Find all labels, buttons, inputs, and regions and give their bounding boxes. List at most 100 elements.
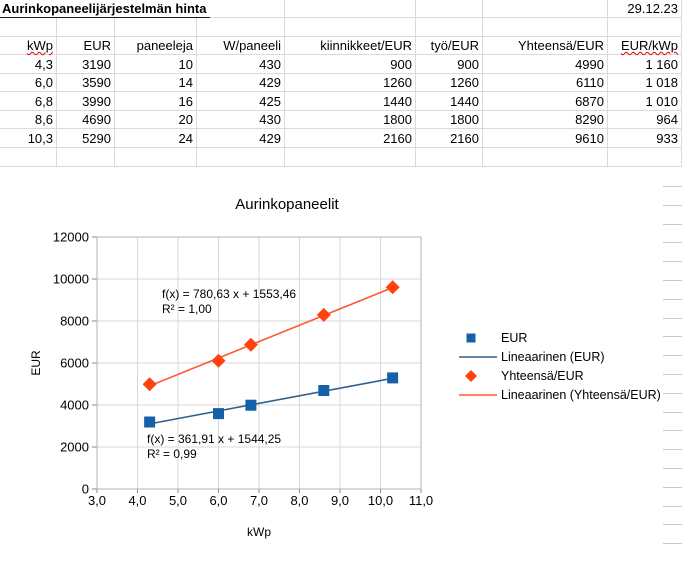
table-cell[interactable]: 24 xyxy=(115,129,197,148)
empty-cell[interactable] xyxy=(0,147,57,167)
empty-cell[interactable] xyxy=(285,0,416,18)
table-cell[interactable]: 1800 xyxy=(416,110,483,129)
x-tick-label: 10,0 xyxy=(368,493,393,508)
table-cell[interactable]: paneeleja xyxy=(115,37,197,55)
grid-stub xyxy=(663,261,682,263)
trendline-equation: f(x) = 361,91 x + 1544,25 xyxy=(147,432,281,446)
table-cell[interactable]: 6,8 xyxy=(0,92,57,111)
embedded-chart[interactable]: 3,0 4,0 5,0 6,0 7,0 8,0 9,0 10,0 11,0 0 2000 4000 60… xyxy=(0,180,682,564)
empty-cell[interactable] xyxy=(0,18,57,37)
table-cell[interactable]: 6870 xyxy=(483,92,608,111)
empty-cell[interactable] xyxy=(197,18,285,37)
empty-cell[interactable] xyxy=(416,0,483,18)
table-cell[interactable]: 1260 xyxy=(416,73,483,92)
grid-stub xyxy=(663,486,682,488)
table-cell[interactable]: 964 xyxy=(608,110,682,129)
table-cell[interactable]: kWp xyxy=(0,37,57,55)
table-cell[interactable]: EUR/kWp xyxy=(608,37,682,55)
table-cell[interactable]: 900 xyxy=(416,55,483,74)
empty-cell[interactable] xyxy=(197,147,285,167)
table-cell[interactable]: 9610 xyxy=(483,129,608,148)
y-tick-label: 2000 xyxy=(60,440,89,455)
trendline xyxy=(149,286,393,387)
y-tick-label: 4000 xyxy=(60,398,89,413)
grid-stub xyxy=(663,449,682,451)
table-cell[interactable]: 1 018 xyxy=(608,73,682,92)
legend-label: EUR xyxy=(501,331,527,345)
table-cell[interactable]: 1 160 xyxy=(608,55,682,74)
table-cell[interactable]: 1440 xyxy=(416,92,483,111)
grid-stub xyxy=(663,242,682,244)
chart-title: Aurinkopaneelit xyxy=(235,196,339,213)
table-cell[interactable]: 14 xyxy=(115,73,197,92)
table-cell[interactable]: kiinnikkeet/EUR xyxy=(285,37,416,55)
x-tick-label: 3,0 xyxy=(88,493,106,508)
empty-cell[interactable] xyxy=(416,147,483,167)
empty-cell[interactable] xyxy=(416,18,483,37)
y-tick-label: 12000 xyxy=(53,230,89,245)
y-tick-label: 6000 xyxy=(60,356,89,371)
table-cell[interactable]: 1800 xyxy=(285,110,416,129)
table-cell[interactable]: W/paneeli xyxy=(197,37,285,55)
table-cell[interactable]: 425 xyxy=(197,92,285,111)
empty-cell[interactable] xyxy=(483,147,608,167)
table-cell[interactable]: 20 xyxy=(115,110,197,129)
data-point-diamond xyxy=(385,280,400,295)
table-cell[interactable]: 1440 xyxy=(285,92,416,111)
empty-cell[interactable] xyxy=(285,18,416,37)
table-cell[interactable]: 2160 xyxy=(285,129,416,148)
empty-cell[interactable] xyxy=(115,147,197,167)
empty-cell[interactable] xyxy=(483,0,608,18)
empty-cell[interactable] xyxy=(115,18,197,37)
grid-stub xyxy=(663,430,682,432)
empty-cell[interactable] xyxy=(608,18,682,37)
x-tick-label: 11,0 xyxy=(409,493,433,508)
table-cell[interactable]: 4990 xyxy=(483,55,608,74)
table-cell[interactable]: 3990 xyxy=(57,92,115,111)
table-cell[interactable]: 10 xyxy=(115,55,197,74)
table-cell[interactable]: 4,3 xyxy=(0,55,57,74)
price-table: Aurinkopaneelijärjestelmän hinta 29.12.2… xyxy=(0,0,682,167)
grid-stub xyxy=(663,392,682,394)
table-cell[interactable]: 6110 xyxy=(483,73,608,92)
date-cell[interactable]: 29.12.23 xyxy=(608,0,682,18)
table-cell[interactable]: Yhteensä/EUR xyxy=(483,37,608,55)
table-cell[interactable]: 900 xyxy=(285,55,416,74)
table-cell[interactable]: 4690 xyxy=(57,110,115,129)
y-tick-label: 8000 xyxy=(60,314,89,329)
table-cell[interactable]: 3190 xyxy=(57,55,115,74)
table-cell[interactable]: 430 xyxy=(197,55,285,74)
table-cell[interactable]: 1260 xyxy=(285,73,416,92)
table-cell[interactable]: 6,0 xyxy=(0,73,57,92)
x-tick-label: 6,0 xyxy=(209,493,227,508)
table-cell[interactable]: 2160 xyxy=(416,129,483,148)
empty-cell[interactable] xyxy=(608,147,682,167)
table-cell[interactable]: 1 010 xyxy=(608,92,682,111)
table-cell[interactable]: 8,6 xyxy=(0,110,57,129)
table-cell[interactable]: 8290 xyxy=(483,110,608,129)
table-cell[interactable]: 10,3 xyxy=(0,129,57,148)
table-cell[interactable]: 16 xyxy=(115,92,197,111)
title-cell-border xyxy=(0,17,210,18)
empty-cell[interactable] xyxy=(285,147,416,167)
empty-cell[interactable] xyxy=(57,18,115,37)
empty-cell[interactable] xyxy=(57,147,115,167)
table-cell[interactable]: 933 xyxy=(608,129,682,148)
trendline xyxy=(149,377,393,425)
table-cell[interactable]: 430 xyxy=(197,110,285,129)
data-point-diamond xyxy=(142,377,157,392)
table-cell[interactable]: 5290 xyxy=(57,129,115,148)
table-cell[interactable]: EUR xyxy=(57,37,115,55)
table-cell[interactable]: työ/EUR xyxy=(416,37,483,55)
empty-cell[interactable] xyxy=(483,18,608,37)
grid-stub xyxy=(663,543,682,545)
plot-border xyxy=(96,236,422,490)
table-cell[interactable]: 429 xyxy=(197,73,285,92)
table-cell[interactable]: 429 xyxy=(197,129,285,148)
grid-stub xyxy=(663,468,682,469)
grid-stub xyxy=(663,524,682,526)
x-tick-label: 8,0 xyxy=(290,493,308,508)
sheet-title[interactable]: Aurinkopaneelijärjestelmän hinta xyxy=(0,0,285,18)
grid-stub xyxy=(663,223,682,225)
table-cell[interactable]: 3590 xyxy=(57,73,115,92)
